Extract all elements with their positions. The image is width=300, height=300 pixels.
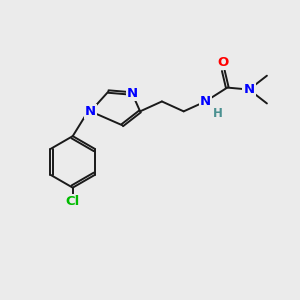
Text: N: N	[200, 95, 211, 108]
Text: H: H	[212, 107, 222, 120]
Text: N: N	[85, 105, 96, 118]
Text: N: N	[244, 83, 255, 96]
Text: O: O	[218, 56, 229, 69]
Text: Cl: Cl	[66, 195, 80, 208]
Text: N: N	[127, 87, 138, 100]
